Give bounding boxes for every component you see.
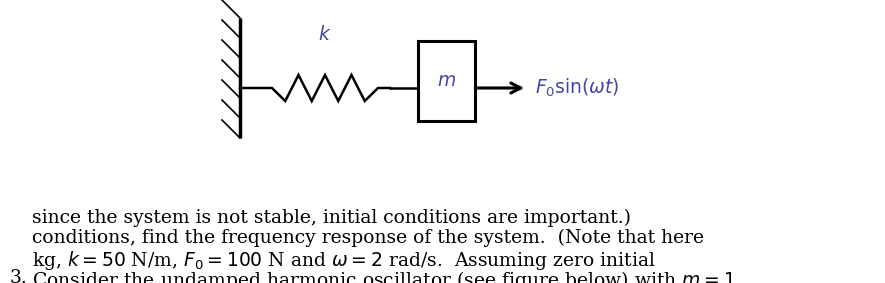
Text: since the system is not stable, initial conditions are important.): since the system is not stable, initial … [32, 209, 631, 227]
Text: $m$: $m$ [437, 72, 456, 90]
Text: $F_0 \sin(\omega t)$: $F_0 \sin(\omega t)$ [535, 77, 619, 99]
Text: Consider the undamped harmonic oscillator (see figure below) with $m = 1$: Consider the undamped harmonic oscillato… [32, 269, 735, 283]
Text: conditions, find the frequency response of the system.  (Note that here: conditions, find the frequency response … [32, 229, 704, 247]
Text: 3.: 3. [10, 269, 27, 283]
FancyBboxPatch shape [418, 41, 475, 121]
Text: $k$: $k$ [319, 25, 332, 44]
Text: kg, $k = 50$ N/m, $F_0 = 100$ N and $\omega = 2$ rad/s.  Assuming zero initial: kg, $k = 50$ N/m, $F_0 = 100$ N and $\om… [32, 249, 656, 272]
